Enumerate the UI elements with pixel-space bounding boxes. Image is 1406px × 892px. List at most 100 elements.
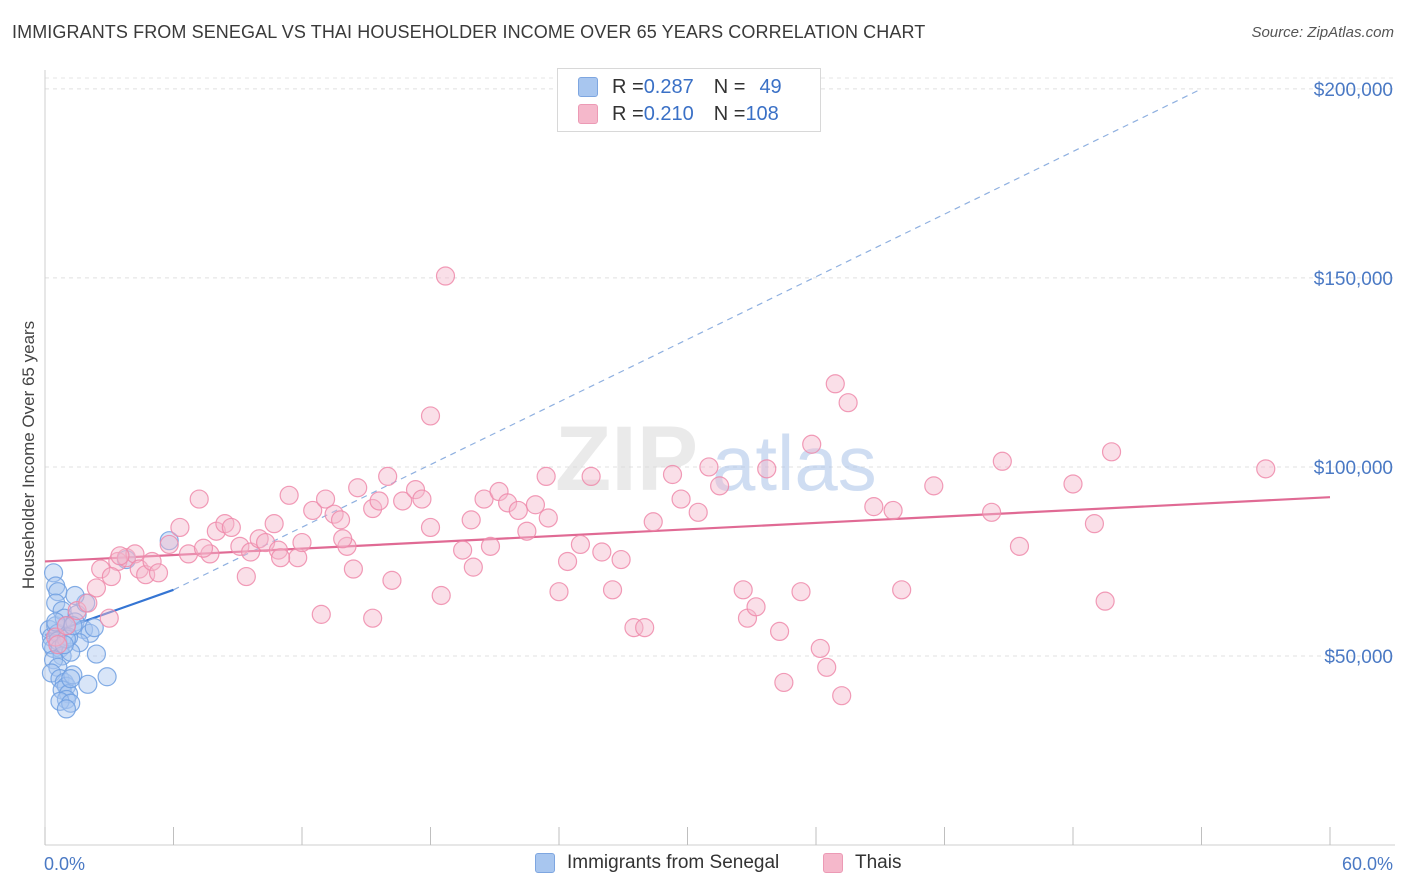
legend-row-thais: R = 0.210 N = 108	[578, 101, 779, 127]
point-thais	[643, 512, 663, 532]
point-thais	[311, 604, 331, 624]
point-thais	[671, 489, 691, 509]
point-thais	[330, 510, 351, 530]
point-thais	[838, 393, 858, 413]
point-thais	[193, 538, 214, 558]
point-thais	[382, 570, 402, 590]
point-thais	[733, 580, 753, 600]
y-tick-label: $150,000	[1314, 269, 1393, 290]
x-tick-label-start: 0.0%	[44, 854, 85, 874]
series-label-senegal: Immigrants from Senegal	[567, 852, 780, 873]
point-senegal	[56, 699, 77, 719]
point-thais	[178, 544, 199, 564]
series-legend-thais[interactable]: Thais	[823, 852, 901, 874]
point-senegal	[97, 667, 117, 687]
legend-swatch-senegal	[578, 77, 598, 97]
point-thais	[125, 544, 145, 564]
point-thais	[746, 597, 766, 617]
point-thais	[1063, 474, 1083, 494]
y-tick-label: $200,000	[1314, 80, 1393, 101]
point-thais	[230, 536, 250, 556]
point-thais	[435, 266, 456, 286]
point-thais	[363, 608, 383, 628]
point-thais	[110, 546, 130, 566]
point-thais	[474, 489, 494, 509]
x-tick-label-end: 60.0%	[1342, 854, 1393, 874]
legend-n-label: N =	[713, 102, 746, 125]
point-thais	[1095, 591, 1115, 611]
point-thais	[56, 616, 77, 636]
point-thais	[67, 601, 87, 621]
source-label: Source: ZipAtlas.com	[1251, 24, 1394, 41]
series-swatch-thais	[823, 853, 843, 873]
point-thais	[170, 517, 190, 538]
chart-title: IMMIGRANTS FROM SENEGAL VS THAI HOUSEHOL…	[12, 22, 926, 42]
point-thais	[363, 498, 383, 519]
point-senegal	[86, 644, 107, 664]
point-thais	[1101, 442, 1122, 462]
point-thais	[333, 529, 353, 549]
legend-n-value: 108	[745, 102, 779, 125]
legend-row-senegal: R = 0.287 N = 49	[578, 74, 782, 100]
point-thais	[699, 457, 719, 477]
point-thais	[279, 485, 299, 505]
point-senegal	[61, 669, 81, 689]
point-thais	[48, 635, 68, 655]
point-thais	[810, 638, 830, 659]
point-senegal	[52, 601, 72, 621]
legend-r-label: R =	[612, 102, 644, 125]
point-thais	[303, 500, 323, 521]
legend-n-label: N =	[713, 75, 746, 98]
point-thais	[549, 582, 569, 602]
legend-n-value: 49	[759, 75, 782, 98]
point-thais	[802, 434, 822, 454]
point-thais	[78, 593, 98, 613]
point-thais	[315, 489, 336, 509]
point-thais	[602, 580, 623, 600]
point-senegal	[78, 674, 98, 694]
point-thais	[189, 489, 209, 509]
point-thais	[536, 466, 556, 487]
point-thais	[1084, 514, 1105, 534]
point-thais	[99, 608, 119, 628]
point-thais	[624, 618, 644, 638]
point-thais	[611, 549, 631, 570]
series-swatch-senegal	[535, 853, 555, 873]
point-thais	[159, 534, 179, 555]
point-thais	[420, 406, 441, 426]
point-thais	[710, 476, 730, 496]
point-thais	[480, 536, 501, 556]
point-thais	[538, 508, 558, 528]
series-legend: Immigrants from Senegal Thais	[0, 852, 1406, 878]
point-thais	[791, 582, 811, 602]
point-thais	[581, 466, 601, 487]
series-label-thais: Thais	[855, 852, 902, 873]
point-thais	[498, 493, 518, 513]
series-legend-senegal[interactable]: Immigrants from Senegal	[535, 852, 779, 874]
point-thais	[517, 521, 537, 541]
point-thais	[270, 548, 291, 568]
trendline-senegal-extension	[173, 88, 1202, 591]
point-thais	[1009, 536, 1030, 556]
point-thais	[557, 551, 578, 572]
point-thais	[268, 540, 289, 560]
point-thais	[883, 500, 903, 521]
point-thais	[1256, 459, 1276, 479]
point-thais	[412, 489, 432, 509]
point-thais	[508, 500, 528, 521]
point-thais	[688, 502, 708, 522]
point-thais	[420, 517, 441, 538]
legend-r-label: R =	[612, 75, 644, 98]
y-tick-label: $100,000	[1314, 458, 1393, 479]
point-thais	[924, 476, 944, 496]
point-thais	[378, 466, 398, 487]
point-thais	[769, 621, 790, 642]
point-thais	[148, 563, 169, 583]
point-thais	[757, 459, 777, 479]
point-thais	[864, 497, 884, 517]
point-thais	[662, 464, 683, 485]
point-thais	[369, 491, 389, 511]
point-thais	[348, 478, 368, 498]
point-thais	[91, 559, 111, 579]
